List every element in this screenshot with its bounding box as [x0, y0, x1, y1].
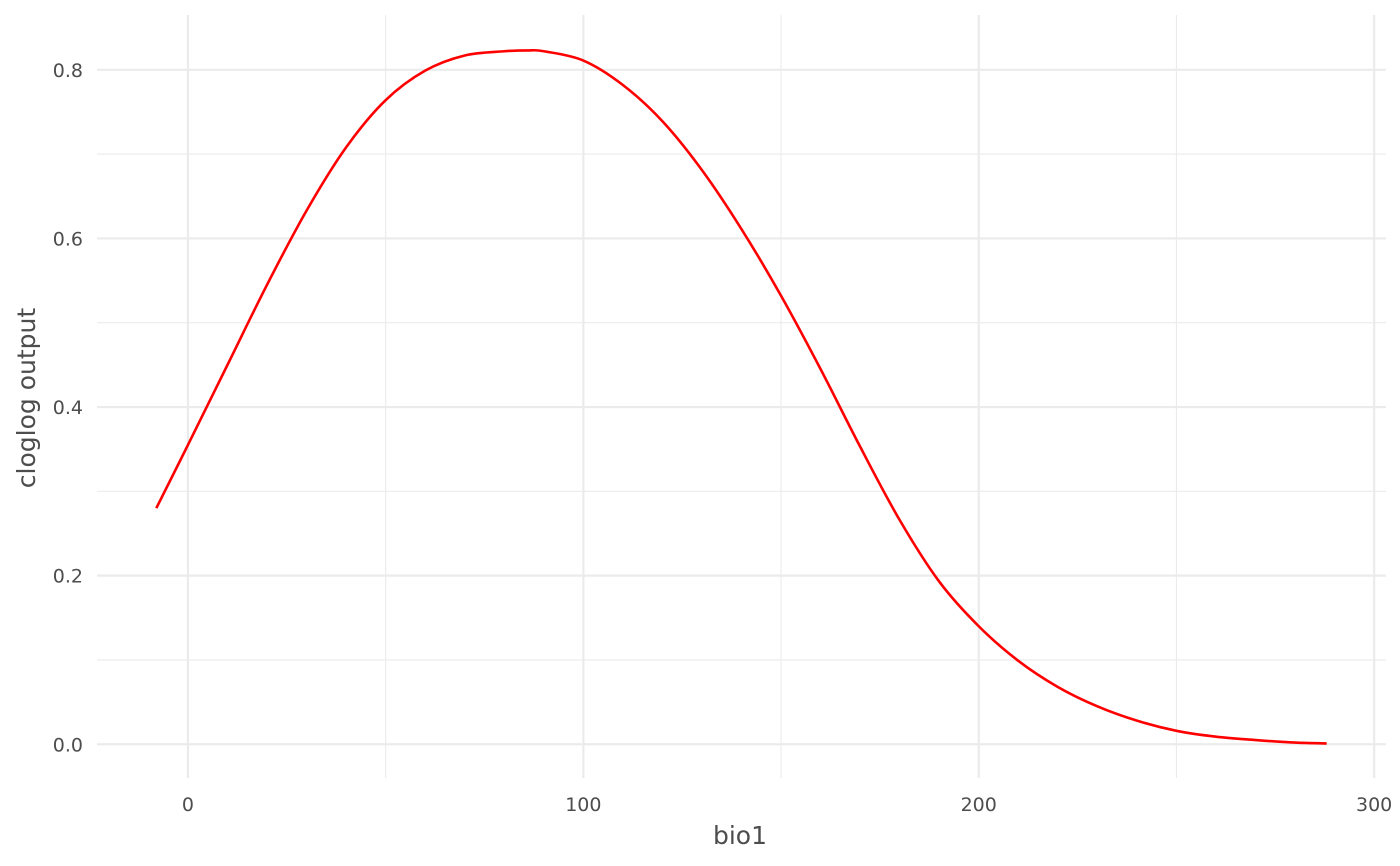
x-tick-label: 200 — [961, 794, 997, 816]
minor-gridlines — [97, 15, 1386, 778]
series-layer — [155, 48, 1327, 745]
y-tick-label: 0.8 — [53, 60, 83, 82]
x-tick-label: 100 — [565, 794, 601, 816]
y-tick-label: 0.2 — [53, 566, 83, 588]
y-tick-label: 0.0 — [53, 734, 83, 756]
y-tick-label: 0.4 — [53, 397, 83, 419]
y-tick-labels: 0.0 0.2 0.4 0.6 0.8 — [53, 60, 83, 756]
x-tick-labels: 0 100 200 300 — [182, 794, 1392, 816]
major-gridlines — [97, 15, 1386, 778]
y-axis-title: cloglog output — [12, 308, 41, 489]
y-tick-label: 0.6 — [53, 228, 83, 250]
series-line — [155, 48, 1327, 745]
x-tick-label: 0 — [182, 794, 194, 816]
x-tick-label: 300 — [1356, 794, 1392, 816]
x-axis-title: bio1 — [713, 821, 767, 850]
